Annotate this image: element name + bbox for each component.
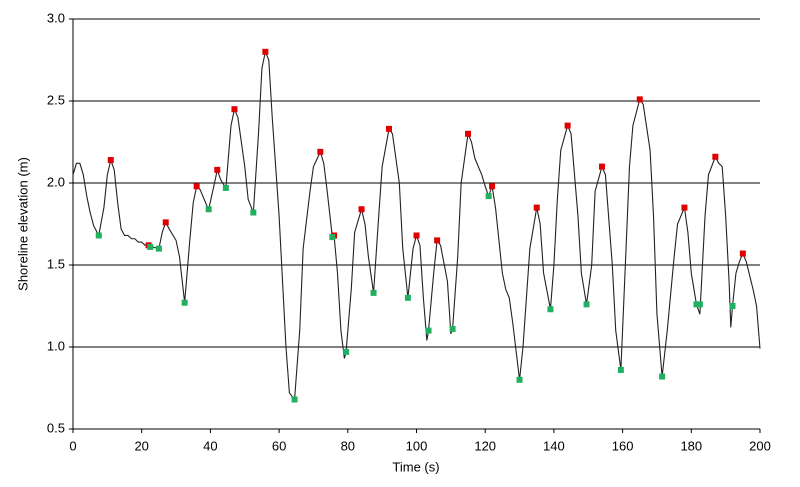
x-axis-label: Time (s) xyxy=(392,459,439,474)
x-tick-label: 180 xyxy=(680,438,702,453)
marker xyxy=(291,396,298,403)
marker xyxy=(693,301,700,308)
x-tick-label: 120 xyxy=(474,438,496,453)
marker xyxy=(317,148,324,155)
marker xyxy=(413,232,420,239)
marker xyxy=(598,163,605,170)
marker xyxy=(343,348,350,355)
x-tick-label: 80 xyxy=(341,438,355,453)
marker xyxy=(696,301,703,308)
y-tick-label: 3.0 xyxy=(47,10,65,25)
marker xyxy=(147,243,154,250)
marker xyxy=(547,306,554,313)
marker xyxy=(262,48,269,55)
marker xyxy=(516,376,523,383)
marker xyxy=(181,299,188,306)
y-tick-label: 0.5 xyxy=(47,420,65,435)
marker xyxy=(205,206,212,213)
marker xyxy=(636,96,643,103)
y-tick-label: 1.0 xyxy=(47,338,65,353)
marker xyxy=(95,232,102,239)
marker xyxy=(155,245,162,252)
marker xyxy=(739,250,746,257)
marker xyxy=(231,106,238,113)
marker xyxy=(107,157,114,164)
marker xyxy=(681,204,688,211)
x-tick-label: 200 xyxy=(749,438,771,453)
marker xyxy=(564,122,571,129)
x-tick-label: 140 xyxy=(543,438,565,453)
marker xyxy=(434,237,441,244)
marker xyxy=(193,183,200,190)
marker xyxy=(370,289,377,296)
marker xyxy=(162,219,169,226)
marker xyxy=(329,234,336,241)
x-tick-label: 160 xyxy=(612,438,634,453)
marker xyxy=(358,206,365,213)
marker xyxy=(250,209,257,216)
marker xyxy=(222,184,229,191)
marker xyxy=(583,301,590,308)
x-tick-label: 0 xyxy=(69,438,76,453)
x-tick-label: 20 xyxy=(134,438,148,453)
x-tick-label: 40 xyxy=(203,438,217,453)
y-tick-label: 2.5 xyxy=(47,92,65,107)
marker xyxy=(214,166,221,173)
marker xyxy=(386,125,393,132)
marker xyxy=(617,366,624,373)
marker xyxy=(729,303,736,309)
marker xyxy=(404,294,411,301)
marker xyxy=(489,183,496,190)
x-tick-label: 60 xyxy=(272,438,286,453)
marker xyxy=(465,130,472,137)
marker xyxy=(485,193,492,200)
y-axis-label: Shoreline elevation (m) xyxy=(15,157,30,291)
marker xyxy=(533,204,540,211)
y-tick-label: 1.5 xyxy=(47,256,65,271)
y-tick-label: 2.0 xyxy=(47,174,65,189)
marker xyxy=(659,373,666,380)
marker xyxy=(425,327,432,334)
marker xyxy=(449,325,456,332)
marker xyxy=(712,153,719,160)
x-tick-label: 100 xyxy=(406,438,428,453)
